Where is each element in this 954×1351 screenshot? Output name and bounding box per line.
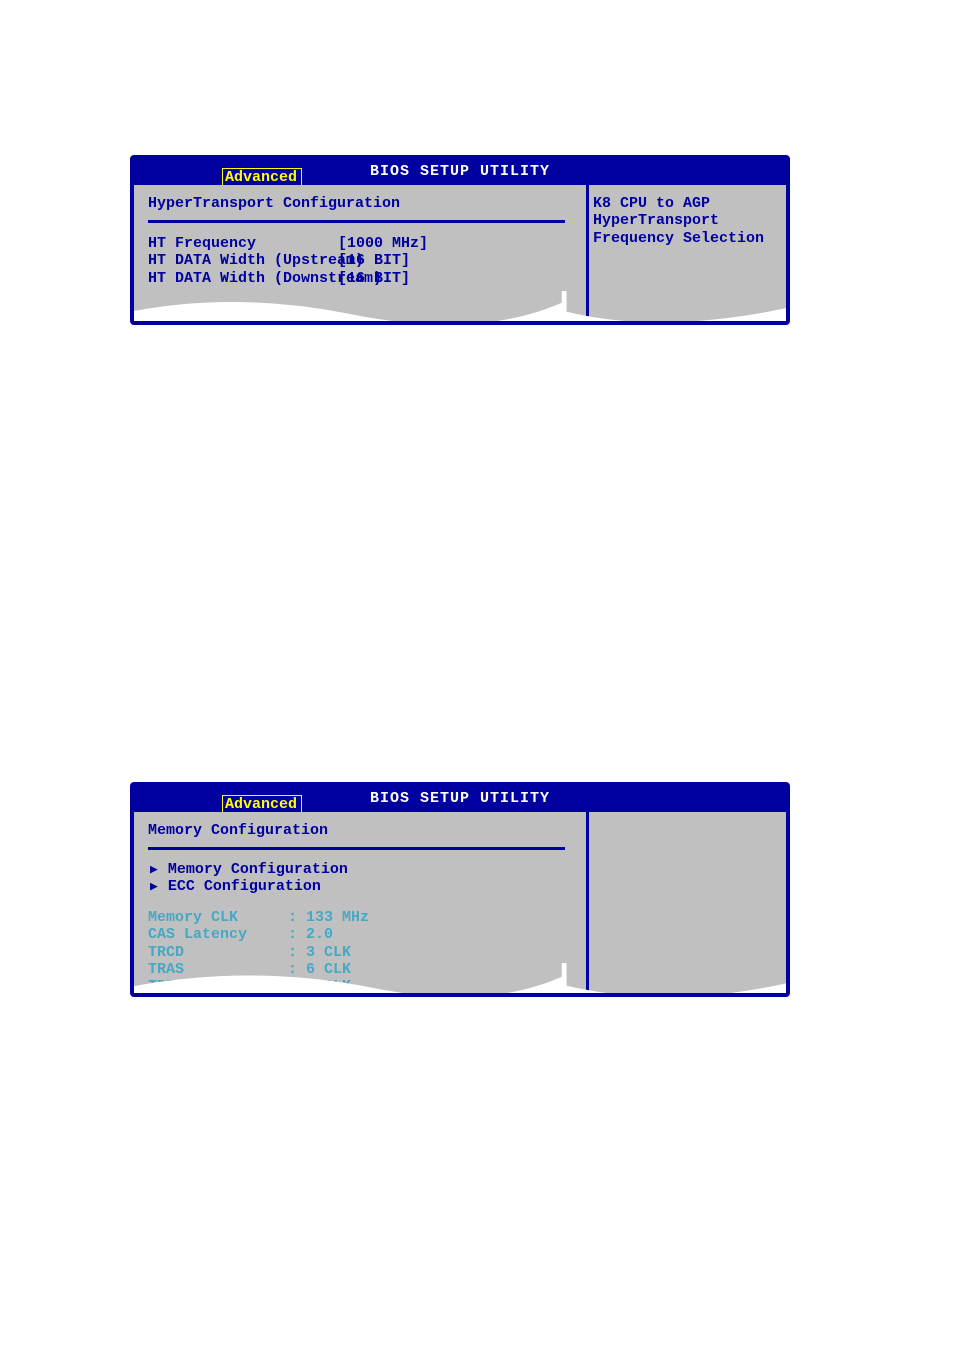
title-bar: BIOS SETUP UTILITY Advanced (134, 786, 786, 812)
stat-value: 133 MHz (306, 909, 369, 926)
stat-row: TRCD : 3 CLK (148, 944, 565, 961)
setting-label: HT DATA Width (Upstream) (148, 252, 338, 269)
title-bar: BIOS SETUP UTILITY Advanced (134, 159, 786, 185)
submenu-arrow-icon: ▶ (150, 863, 158, 877)
stat-row: TRP : 3 CLK (148, 978, 565, 995)
submenu-item[interactable]: ▶ ECC Configuration (148, 879, 565, 896)
stat-colon: : (288, 961, 306, 978)
submenu-label: ECC Configuration (168, 879, 321, 896)
submenu-label: Memory Configuration (168, 862, 348, 879)
left-pane: HyperTransport Configuration HT Frequenc… (134, 185, 579, 321)
panel-body: HyperTransport Configuration HT Frequenc… (134, 185, 786, 321)
bios-panel-memory: BIOS SETUP UTILITY Advanced Memory Confi… (130, 782, 790, 997)
help-pane (579, 812, 786, 993)
section-header: HyperTransport Configuration (148, 195, 565, 223)
bios-panel-hypertransport: BIOS SETUP UTILITY Advanced HyperTranspo… (130, 155, 790, 325)
stat-row: Memory CLK : 133 MHz (148, 909, 565, 926)
stat-label: CAS Latency (148, 926, 288, 943)
setting-row[interactable]: HT Frequency [1000 MHz] (148, 235, 565, 252)
left-pane: Memory Configuration ▶ Memory Configurat… (134, 812, 579, 993)
setting-label: HT Frequency (148, 235, 338, 252)
submenu-item[interactable]: ▶ Memory Configuration (148, 862, 565, 879)
stat-colon: : (288, 978, 306, 995)
setting-label: HT DATA Width (Downstream) (148, 270, 338, 287)
stat-label: TRAS (148, 961, 288, 978)
bios-title: BIOS SETUP UTILITY (370, 790, 550, 807)
stats-block: Memory CLK : 133 MHz CAS Latency : 2.0 T… (148, 909, 565, 995)
stat-row: TRAS : 6 CLK (148, 961, 565, 978)
help-pane: K8 CPU to AGP HyperTransport Frequency S… (579, 185, 786, 321)
stat-colon: : (288, 909, 306, 926)
stat-label: TRP (148, 978, 288, 995)
submenu-arrow-icon: ▶ (150, 880, 158, 894)
stat-row: CAS Latency : 2.0 (148, 926, 565, 943)
help-text: K8 CPU to AGP HyperTransport Frequency S… (593, 195, 772, 247)
setting-value: [16 BIT] (338, 270, 410, 287)
section-header: Memory Configuration (148, 822, 565, 850)
stat-value: 2.0 (306, 926, 333, 943)
setting-row[interactable]: HT DATA Width (Upstream) [16 BIT] (148, 252, 565, 269)
setting-value: [16 BIT] (338, 252, 410, 269)
stat-value: 3 CLK (306, 944, 351, 961)
stat-label: Memory CLK (148, 909, 288, 926)
setting-value: [1000 MHz] (338, 235, 428, 252)
stat-label: TRCD (148, 944, 288, 961)
stat-value: 6 CLK (306, 961, 351, 978)
stat-colon: : (288, 926, 306, 943)
stat-value: 3 CLK (306, 978, 351, 995)
setting-row[interactable]: HT DATA Width (Downstream) [16 BIT] (148, 270, 565, 287)
panel-body: Memory Configuration ▶ Memory Configurat… (134, 812, 786, 993)
stat-colon: : (288, 944, 306, 961)
bios-title: BIOS SETUP UTILITY (370, 163, 550, 180)
